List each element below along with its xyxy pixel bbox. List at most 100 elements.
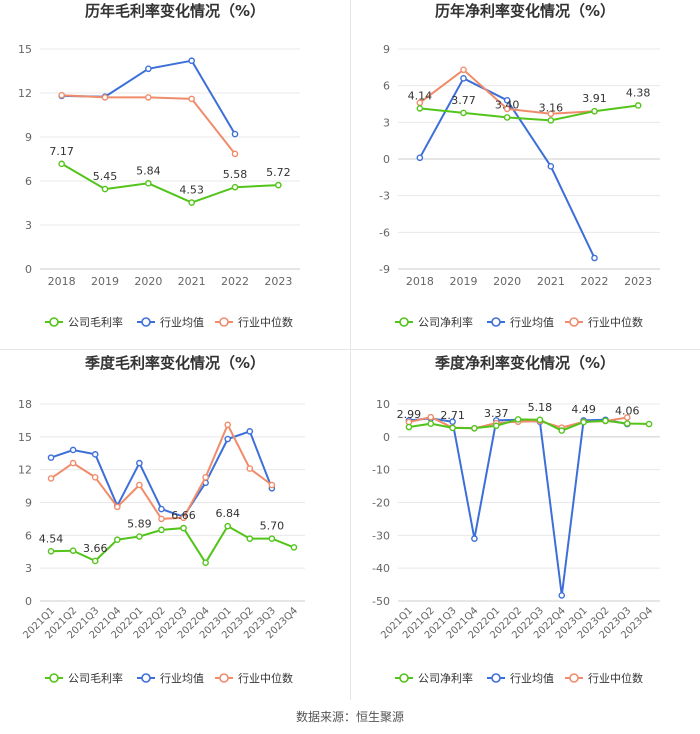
data-point xyxy=(503,97,511,104)
y-tick-label: 3 xyxy=(25,562,32,575)
y-tick-label: 12 xyxy=(18,87,32,100)
data-label: 6.66 xyxy=(171,509,196,522)
data-point xyxy=(224,435,232,443)
data-point xyxy=(580,418,587,426)
data-point xyxy=(113,503,121,511)
data-label: 7.17 xyxy=(49,145,74,158)
data-point xyxy=(460,66,467,74)
data-point xyxy=(202,474,209,481)
data-point xyxy=(58,91,65,99)
y-tick-label: 15 xyxy=(18,43,32,56)
data-point xyxy=(231,150,239,158)
data-point xyxy=(145,65,152,73)
data-point xyxy=(591,107,598,115)
y-tick-label: -30 xyxy=(372,529,390,542)
data-point xyxy=(188,57,195,65)
data-label: 5.45 xyxy=(93,170,118,183)
x-tick-label: 2021 xyxy=(537,275,565,288)
data-point xyxy=(558,592,566,599)
y-tick-label: -3 xyxy=(379,190,390,203)
legend-swatch-marker xyxy=(141,673,151,683)
chart-title: 季度毛利率变化情况（%） xyxy=(85,354,265,372)
legend-label: 公司净利率 xyxy=(418,315,473,329)
series-line xyxy=(50,524,295,565)
legend-swatch-marker xyxy=(399,673,409,683)
data-point xyxy=(623,414,631,421)
data-point xyxy=(290,544,298,551)
data-point xyxy=(231,183,239,191)
data-point xyxy=(231,130,239,138)
data-point xyxy=(602,417,609,425)
y-tick-label: 9 xyxy=(25,497,32,510)
data-point xyxy=(91,451,99,458)
data-point xyxy=(47,475,55,482)
data-point xyxy=(158,515,165,523)
y-tick-label: 0 xyxy=(383,153,390,166)
data-point xyxy=(188,95,195,103)
data-point xyxy=(158,526,165,534)
y-tick-label: -9 xyxy=(379,263,390,276)
data-label: 5.18 xyxy=(528,401,553,414)
data-point xyxy=(145,94,152,101)
chart-title: 历年净利率变化情况（%） xyxy=(435,2,615,20)
y-tick-label: 9 xyxy=(25,131,32,144)
x-tick-label: 2019 xyxy=(450,275,478,288)
data-point xyxy=(158,505,165,513)
data-point xyxy=(47,548,55,555)
legend-label: 公司毛利率 xyxy=(68,315,123,329)
horizontal-divider xyxy=(0,349,700,350)
legend-label: 公司毛利率 xyxy=(68,671,123,685)
data-point xyxy=(645,420,653,428)
data-point xyxy=(202,559,209,566)
legend-label: 行业均值 xyxy=(510,672,554,685)
data-point xyxy=(536,416,544,424)
legend-label: 行业中位数 xyxy=(238,671,293,685)
data-point xyxy=(246,428,254,435)
data-point xyxy=(547,117,555,124)
legend-label: 行业中位数 xyxy=(588,315,643,329)
y-tick-label: -20 xyxy=(372,497,390,510)
series-line xyxy=(61,162,279,204)
data-label: 5.84 xyxy=(136,164,161,177)
data-point xyxy=(136,533,143,540)
data-point xyxy=(101,185,109,193)
data-point xyxy=(180,514,187,522)
series-line xyxy=(408,418,650,432)
data-label: 4.38 xyxy=(626,86,651,99)
vertical-divider xyxy=(350,0,351,700)
series-line xyxy=(50,422,273,520)
y-tick-label: -10 xyxy=(372,464,390,477)
data-point xyxy=(416,105,424,112)
legend-swatch-marker xyxy=(49,673,59,683)
data-label: 4.54 xyxy=(39,532,64,545)
data-point xyxy=(460,109,467,117)
data-point xyxy=(101,94,109,101)
x-tick-label: 2018 xyxy=(48,275,76,288)
data-label: 3.16 xyxy=(539,101,564,114)
data-point xyxy=(58,160,65,168)
legend-swatch-marker xyxy=(49,317,59,327)
data-point xyxy=(136,459,143,467)
data-label: 4.14 xyxy=(408,89,433,102)
data-source: 数据来源：恒生聚源 xyxy=(295,710,404,724)
data-point xyxy=(69,547,77,554)
legend-swatch-marker xyxy=(219,317,229,327)
data-point xyxy=(91,474,99,481)
data-label: 5.70 xyxy=(260,520,285,533)
data-point xyxy=(405,423,413,431)
data-point xyxy=(180,524,187,532)
legend-label: 行业中位数 xyxy=(238,315,293,329)
y-tick-label: 6 xyxy=(25,175,32,188)
data-point xyxy=(246,535,254,542)
data-point xyxy=(558,427,566,434)
x-tick-label: 2018 xyxy=(406,275,434,288)
data-point xyxy=(623,420,631,427)
y-tick-label: -50 xyxy=(372,595,390,608)
data-label: 6.84 xyxy=(215,507,240,520)
data-label: 2.99 xyxy=(397,408,422,421)
y-tick-label: 0 xyxy=(25,263,32,276)
data-label: 5.72 xyxy=(266,166,291,179)
data-point xyxy=(471,535,478,542)
y-tick-label: 12 xyxy=(18,464,32,477)
